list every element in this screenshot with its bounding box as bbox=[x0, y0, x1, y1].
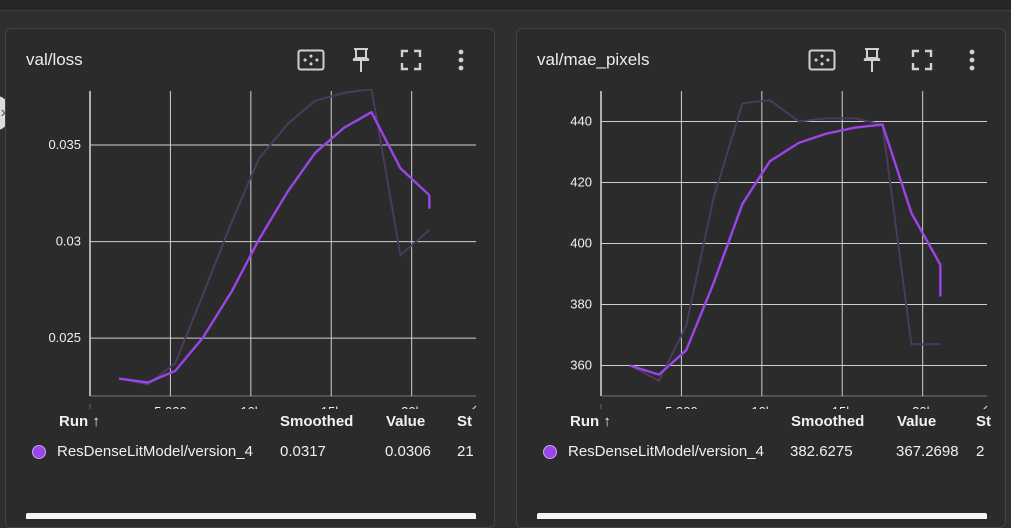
fit-domain-icon[interactable] bbox=[291, 45, 330, 75]
fit-domain-icon[interactable] bbox=[802, 45, 841, 75]
raw-series-line bbox=[629, 99, 941, 382]
y-tick-label: 0.03 bbox=[56, 234, 81, 249]
x-tick-label: 5,000 bbox=[154, 404, 187, 409]
y-tick-label: 0.035 bbox=[48, 137, 81, 152]
raw-value: 367.2698 bbox=[896, 443, 959, 460]
header-step: St bbox=[457, 413, 472, 430]
x-tick-label: 15k bbox=[321, 404, 342, 409]
pin-icon[interactable] bbox=[852, 45, 891, 75]
y-tick-label: 440 bbox=[570, 114, 592, 129]
run-color-dot bbox=[32, 445, 46, 459]
y-tick-label: 420 bbox=[570, 175, 592, 190]
bottom-strip bbox=[26, 513, 476, 519]
top-bar bbox=[0, 0, 1011, 11]
y-tick-label: 0.025 bbox=[48, 330, 81, 345]
step-value: 2 bbox=[976, 443, 985, 460]
x-tick-label: 10k bbox=[240, 404, 261, 409]
resize-handle-icon bbox=[472, 405, 477, 409]
smoothed-series-line bbox=[629, 123, 942, 376]
chart-card-val-mae-pixels: val/mae_pixels 5,000 10k 15k 20k 360 380 400 42… bbox=[516, 28, 1006, 528]
run-name: ResDenseLitModel/version_4 bbox=[568, 443, 764, 460]
fullscreen-icon[interactable] bbox=[902, 45, 941, 75]
header-value: Value bbox=[897, 413, 937, 430]
x-tick-label: 20k bbox=[401, 404, 422, 409]
table-row: ResDenseLitModel/version_4 382.6275 367.… bbox=[517, 443, 1005, 463]
x-tick-label: 5,000 bbox=[665, 404, 698, 409]
resize-handle-icon bbox=[983, 405, 988, 409]
smoothed-value: 0.0317 bbox=[280, 443, 326, 460]
header-smoothed: Smoothed bbox=[791, 413, 865, 430]
x-tick-label: 15k bbox=[832, 404, 853, 409]
table-header: Run ↑ Smoothed Value St bbox=[517, 413, 1005, 433]
smoothed-value: 382.6275 bbox=[790, 443, 853, 460]
more-vert-icon[interactable] bbox=[441, 45, 480, 75]
more-vert-icon[interactable] bbox=[952, 45, 991, 75]
y-tick-label: 380 bbox=[570, 297, 592, 312]
card-toolbar bbox=[802, 45, 991, 75]
x-tick-label: 20k bbox=[912, 404, 933, 409]
header-step: St bbox=[976, 413, 991, 430]
line-chart-val-mae-pixels: 5,000 10k 15k 20k 360 380 400 420 440 bbox=[570, 91, 988, 409]
card-title: val/loss bbox=[26, 50, 83, 69]
header-smoothed: Smoothed bbox=[280, 413, 354, 430]
y-tick-label: 360 bbox=[570, 358, 592, 373]
fullscreen-icon[interactable] bbox=[391, 45, 430, 75]
bottom-strip bbox=[537, 513, 987, 519]
card-toolbar bbox=[291, 45, 480, 75]
table-row: ResDenseLitModel/version_4 0.0317 0.0306… bbox=[6, 443, 494, 463]
header-value: Value bbox=[386, 413, 426, 430]
y-tick-label: 400 bbox=[570, 236, 592, 251]
pin-icon[interactable] bbox=[341, 45, 380, 75]
header-run[interactable]: Run ↑ bbox=[570, 413, 611, 430]
line-chart-val-loss: 5,000 10k 15k 20k 0.025 0.03 0.035 bbox=[48, 89, 477, 409]
x-tick-label: 10k bbox=[751, 404, 772, 409]
table-header: Run ↑ Smoothed Value St bbox=[6, 413, 494, 433]
raw-value: 0.0306 bbox=[385, 443, 431, 460]
run-color-dot bbox=[543, 445, 557, 459]
smoothed-series-line bbox=[118, 111, 431, 384]
chart-card-val-loss: val/loss 5,000 10k 15k 20k 0.025 0.03 0.035 Ru… bbox=[5, 28, 495, 528]
run-name: ResDenseLitModel/version_4 bbox=[57, 443, 253, 460]
raw-series-line bbox=[118, 89, 431, 386]
card-title: val/mae_pixels bbox=[537, 50, 650, 69]
step-value: 21 bbox=[457, 443, 474, 460]
header-run[interactable]: Run ↑ bbox=[59, 413, 100, 430]
